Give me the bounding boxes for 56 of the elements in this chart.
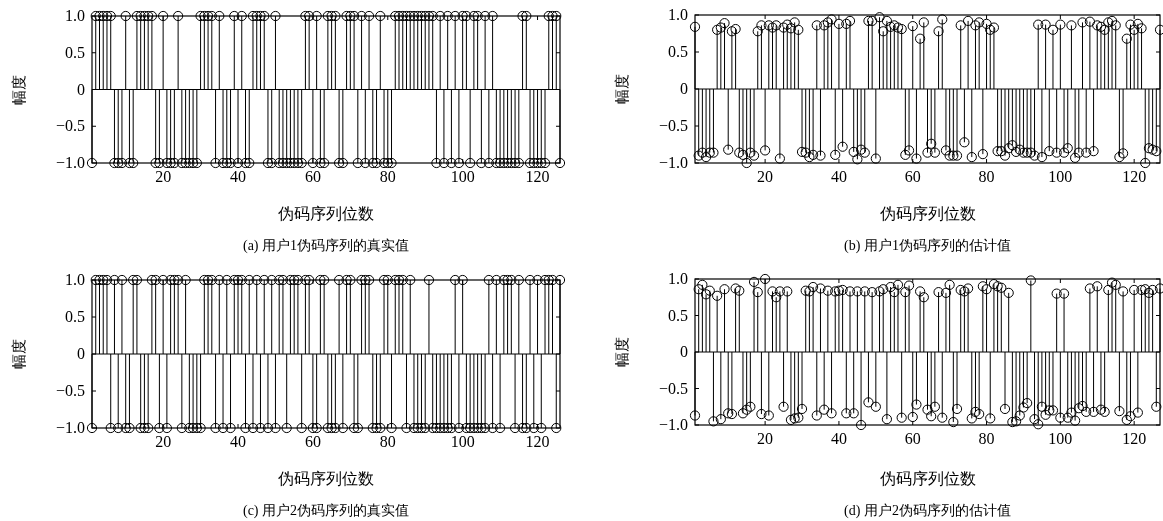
y-tick-label: 0 bbox=[680, 80, 688, 97]
x-axis-title: 伪码序列位数 bbox=[278, 470, 374, 487]
x-tick-label: 120 bbox=[1122, 430, 1147, 447]
x-tick-label: 120 bbox=[525, 168, 550, 185]
x-tick-label: 40 bbox=[830, 430, 847, 447]
x-tick-label: 40 bbox=[230, 433, 247, 450]
x-tick-label: 80 bbox=[379, 433, 396, 450]
x-tick-label: 80 bbox=[379, 168, 396, 185]
y-tick-label: −1.0 bbox=[658, 154, 688, 171]
text: (c) 用户2伪码序列的真实值 bbox=[242, 503, 410, 519]
y-tick-label: 0 bbox=[77, 345, 85, 362]
x-tick-label: 120 bbox=[525, 433, 550, 450]
y-tick-label: −1.0 bbox=[55, 419, 85, 436]
x-tick-label: 100 bbox=[450, 433, 475, 450]
y-tick-label: 0.5 bbox=[65, 43, 85, 61]
y-tick-label: 0.5 bbox=[65, 308, 85, 325]
x-tick-label: 60 bbox=[304, 168, 321, 185]
y-axis-title: 幅度 bbox=[11, 74, 27, 105]
x-tick-label: 100 bbox=[1048, 168, 1073, 185]
text: (a) 用户1伪码序列的真实值 bbox=[242, 238, 410, 254]
y-tick-label: −0.5 bbox=[55, 382, 85, 399]
y-tick-label: 1.0 bbox=[668, 6, 688, 23]
x-tick-label: 20 bbox=[155, 433, 172, 450]
x-tick-label: 40 bbox=[230, 168, 247, 185]
y-tick-label: 0 bbox=[77, 80, 85, 98]
x-tick-label: 120 bbox=[1122, 168, 1147, 185]
y-tick-label: −0.5 bbox=[658, 117, 688, 134]
y-tick-label: 1.0 bbox=[65, 271, 85, 288]
x-tick-label: 20 bbox=[757, 430, 774, 447]
y-tick-label: 0.5 bbox=[668, 306, 688, 324]
x-tick-label: 60 bbox=[904, 168, 921, 185]
x-tick-label: 40 bbox=[830, 168, 847, 185]
x-tick-label: 20 bbox=[757, 168, 774, 185]
x-tick-label: 100 bbox=[1048, 430, 1073, 447]
y-tick-label: −0.5 bbox=[658, 379, 688, 397]
x-tick-label: 60 bbox=[304, 433, 321, 450]
x-tick-label: 60 bbox=[904, 430, 921, 447]
x-axis-title: 伪码序列位数 bbox=[879, 470, 976, 487]
y-tick-label: 0.5 bbox=[668, 43, 688, 60]
y-tick-label: 1.0 bbox=[668, 270, 688, 287]
y-axis-title: 幅度 bbox=[614, 74, 630, 104]
y-tick-label: −1.0 bbox=[55, 154, 85, 171]
y-tick-label: −0.5 bbox=[55, 117, 85, 135]
x-tick-label: 100 bbox=[450, 168, 475, 185]
x-axis-title: 伪码序列位数 bbox=[879, 205, 976, 222]
y-tick-label: 1.0 bbox=[65, 7, 85, 24]
x-tick-label: 80 bbox=[978, 430, 995, 447]
x-tick-label: 80 bbox=[978, 168, 995, 185]
y-tick-label: 0 bbox=[680, 343, 688, 360]
text: (d) 用户2伪码序列的估计值 bbox=[844, 503, 1011, 519]
y-tick-label: −1.0 bbox=[658, 416, 688, 433]
y-axis-title: 幅度 bbox=[11, 339, 27, 369]
text: (b) 用户1伪码序列的估计值 bbox=[844, 238, 1011, 254]
x-tick-label: 20 bbox=[155, 168, 172, 185]
x-axis-title: 伪码序列位数 bbox=[278, 205, 374, 222]
y-axis-title: 幅度 bbox=[614, 337, 630, 367]
